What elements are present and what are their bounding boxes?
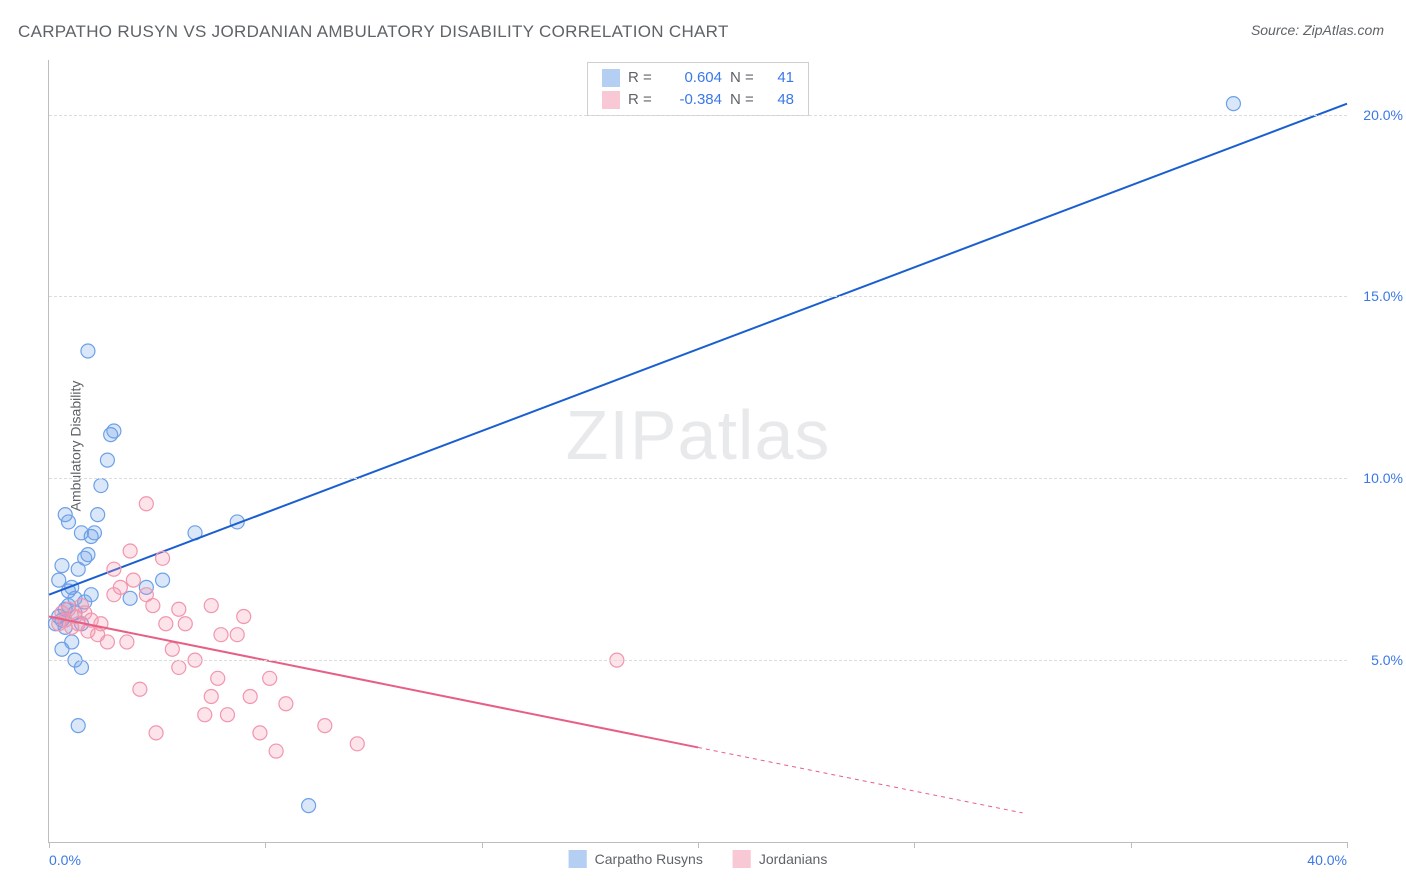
x-tick bbox=[698, 842, 699, 848]
scatter-point bbox=[156, 551, 170, 565]
scatter-point bbox=[87, 526, 101, 540]
source-attribution: Source: ZipAtlas.com bbox=[1251, 22, 1384, 38]
legend-swatch bbox=[733, 850, 751, 868]
y-tick-label: 20.0% bbox=[1363, 107, 1403, 123]
stat-label-n: N = bbox=[730, 67, 756, 89]
scatter-point bbox=[1226, 97, 1240, 111]
scatter-point bbox=[91, 508, 105, 522]
stats-box: R = 0.604 N = 41 R = -0.384 N = 48 bbox=[587, 62, 809, 116]
scatter-point bbox=[220, 708, 234, 722]
legend-label: Carpatho Rusyns bbox=[595, 851, 703, 867]
legend-item: Jordanians bbox=[733, 850, 828, 868]
stat-label-r: R = bbox=[628, 67, 654, 89]
y-tick-label: 10.0% bbox=[1363, 470, 1403, 486]
scatter-point bbox=[100, 453, 114, 467]
series-swatch bbox=[602, 91, 620, 109]
scatter-point bbox=[350, 737, 364, 751]
scatter-point bbox=[55, 642, 69, 656]
plot-area: ZIPatlas R =0.604N =41R =-0.384N =48 Car… bbox=[48, 60, 1347, 843]
x-tick bbox=[265, 842, 266, 848]
scatter-point bbox=[172, 660, 186, 674]
chart-title: CARPATHO RUSYN VS JORDANIAN AMBULATORY D… bbox=[18, 22, 729, 42]
stats-row: R = -0.384 N = 48 bbox=[602, 89, 794, 111]
scatter-point bbox=[139, 497, 153, 511]
scatter-point bbox=[214, 628, 228, 642]
scatter-point bbox=[178, 617, 192, 631]
stats-row: R = 0.604 N = 41 bbox=[602, 67, 794, 89]
legend-item: Carpatho Rusyns bbox=[569, 850, 703, 868]
scatter-point bbox=[253, 726, 267, 740]
scatter-point bbox=[120, 635, 134, 649]
x-tick bbox=[1347, 842, 1348, 848]
stat-label-n: N = bbox=[730, 89, 756, 111]
gridline bbox=[49, 478, 1347, 479]
scatter-point bbox=[204, 690, 218, 704]
scatter-point bbox=[211, 671, 225, 685]
scatter-point bbox=[133, 682, 147, 696]
scatter-point bbox=[279, 697, 293, 711]
scatter-point bbox=[71, 719, 85, 733]
legend: Carpatho Rusyns Jordanians bbox=[569, 850, 828, 868]
stat-value-r: -0.384 bbox=[662, 89, 722, 111]
series-swatch bbox=[602, 69, 620, 87]
scatter-point bbox=[61, 515, 75, 529]
scatter-point bbox=[107, 424, 121, 438]
scatter-point bbox=[198, 708, 212, 722]
legend-swatch bbox=[569, 850, 587, 868]
scatter-point bbox=[123, 544, 137, 558]
legend-label: Jordanians bbox=[759, 851, 828, 867]
x-tick bbox=[482, 842, 483, 848]
scatter-point bbox=[52, 573, 66, 587]
gridline bbox=[49, 660, 1347, 661]
stat-value-n: 48 bbox=[764, 89, 794, 111]
trend-line bbox=[49, 104, 1347, 595]
gridline bbox=[49, 115, 1347, 116]
scatter-point bbox=[84, 588, 98, 602]
scatter-point bbox=[107, 562, 121, 576]
scatter-point bbox=[159, 617, 173, 631]
scatter-point bbox=[55, 559, 69, 573]
scatter-point bbox=[81, 344, 95, 358]
stat-label-r: R = bbox=[628, 89, 654, 111]
x-tick bbox=[49, 842, 50, 848]
scatter-point bbox=[172, 602, 186, 616]
x-tick bbox=[914, 842, 915, 848]
scatter-point bbox=[81, 548, 95, 562]
chart-container: CARPATHO RUSYN VS JORDANIAN AMBULATORY D… bbox=[0, 0, 1406, 892]
scatter-point bbox=[243, 690, 257, 704]
scatter-point bbox=[269, 744, 283, 758]
y-tick-label: 15.0% bbox=[1363, 288, 1403, 304]
gridline bbox=[49, 296, 1347, 297]
scatter-point bbox=[237, 609, 251, 623]
stat-value-n: 41 bbox=[764, 67, 794, 89]
scatter-point bbox=[263, 671, 277, 685]
scatter-point bbox=[156, 573, 170, 587]
scatter-point bbox=[230, 628, 244, 642]
x-tick bbox=[1131, 842, 1132, 848]
x-tick-label: 40.0% bbox=[1307, 852, 1347, 868]
scatter-point bbox=[113, 580, 127, 594]
scatter-point bbox=[123, 591, 137, 605]
y-tick-label: 5.0% bbox=[1371, 652, 1403, 668]
scatter-point bbox=[149, 726, 163, 740]
stat-value-r: 0.604 bbox=[662, 67, 722, 89]
chart-svg bbox=[49, 60, 1347, 842]
scatter-point bbox=[100, 635, 114, 649]
scatter-point bbox=[146, 599, 160, 613]
x-tick-label: 0.0% bbox=[49, 852, 81, 868]
trend-line-dashed bbox=[698, 747, 1023, 812]
scatter-point bbox=[126, 573, 140, 587]
scatter-point bbox=[318, 719, 332, 733]
trend-line bbox=[49, 616, 698, 747]
scatter-point bbox=[302, 799, 316, 813]
scatter-point bbox=[94, 479, 108, 493]
scatter-point bbox=[74, 660, 88, 674]
scatter-point bbox=[165, 642, 179, 656]
scatter-point bbox=[204, 599, 218, 613]
